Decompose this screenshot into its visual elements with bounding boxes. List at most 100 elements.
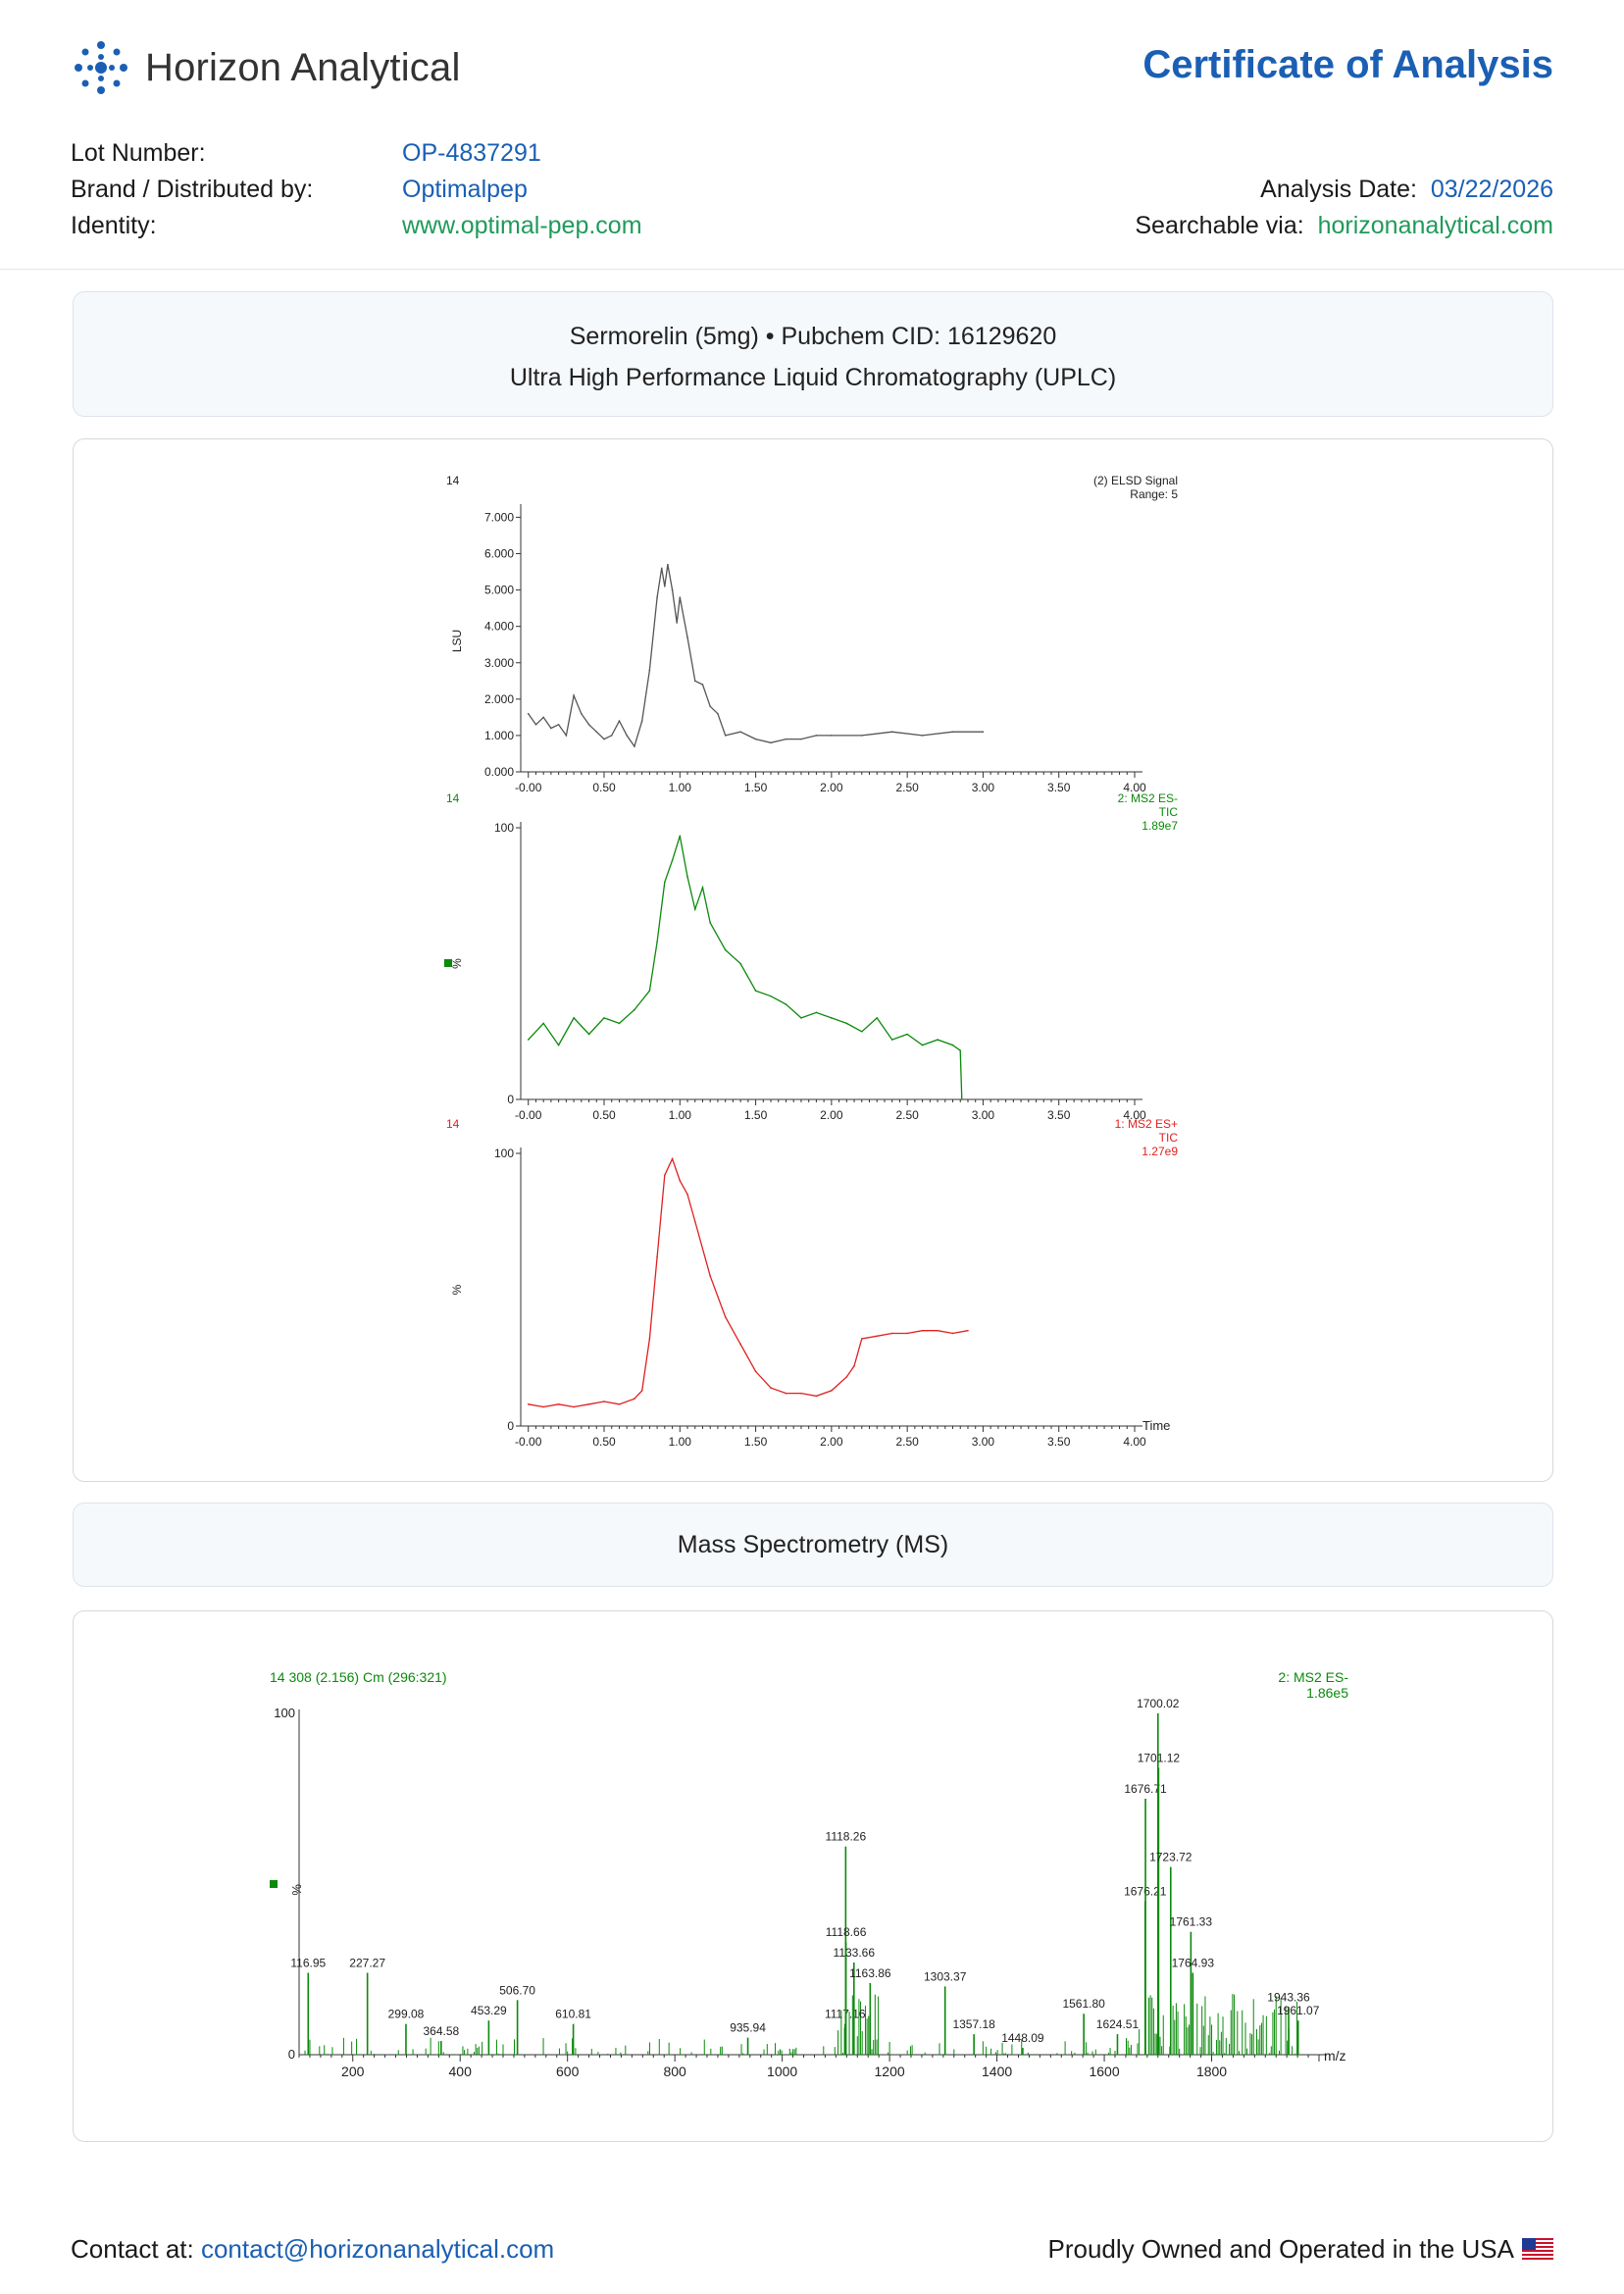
trace-point xyxy=(603,1401,605,1402)
x-tick-label: 2.00 xyxy=(820,1435,843,1449)
x-tick-label: 3.50 xyxy=(1047,781,1071,794)
trace-point xyxy=(800,738,802,740)
legend-label: 1: MS2 ES+ xyxy=(1115,1117,1178,1131)
contact-label: Contact at: xyxy=(71,2234,194,2264)
document-header: Horizon Analytical Certificate of Analys… xyxy=(0,0,1624,270)
peak-label: 1303.37 xyxy=(924,1969,967,1983)
search-label: Searchable via: xyxy=(1135,212,1304,239)
trace-point xyxy=(770,1387,772,1389)
trace-point xyxy=(648,669,651,671)
x-tick-label: 1.50 xyxy=(744,1435,768,1449)
trace-point xyxy=(686,1193,688,1196)
document-title: Certificate of Analysis xyxy=(1142,43,1553,86)
x-tick-label: 2.00 xyxy=(820,1108,843,1122)
trace-point xyxy=(634,1008,635,1011)
peak-label: 1118.66 xyxy=(826,1925,867,1939)
y-axis-label: LSU xyxy=(450,630,464,652)
contact-info: Contact at: contact@horizonanalytical.co… xyxy=(71,2234,554,2265)
trace-point xyxy=(921,1044,924,1046)
ms-title-panel: Mass Spectrometry (MS) xyxy=(73,1503,1553,1587)
brand-value: Optimalpep xyxy=(402,176,528,203)
x-axis-label: m/z xyxy=(1324,2048,1346,2064)
legend-label: Range: 5 xyxy=(1130,487,1178,501)
trace-point xyxy=(701,887,704,889)
x-tick-label: 800 xyxy=(663,2064,686,2079)
trace-point xyxy=(754,990,757,992)
analysis-meta: Analysis Date: 03/22/2026 Searchable via… xyxy=(1135,172,1553,244)
trace-point xyxy=(557,723,560,726)
method-line: Ultra High Performance Liquid Chromatogr… xyxy=(509,364,1117,391)
trace-point xyxy=(664,881,666,884)
x-axis-label: Time xyxy=(1142,1418,1170,1433)
trace-point xyxy=(595,731,598,734)
peak-label: 1676.71 xyxy=(1124,1782,1167,1796)
x-tick-label: 4.00 xyxy=(1123,781,1146,794)
trace-point xyxy=(853,1365,855,1367)
trace-point xyxy=(800,1017,802,1019)
y-tick-label: 100 xyxy=(494,1147,514,1160)
trace-point xyxy=(656,941,658,943)
x-tick-label: 3.00 xyxy=(972,1435,995,1449)
y-tick-label: 0 xyxy=(507,1419,514,1433)
trace-point xyxy=(860,1338,863,1340)
trace-point xyxy=(573,1405,575,1408)
x-tick-label: 0.50 xyxy=(592,781,616,794)
peak-label: 1357.18 xyxy=(952,2017,995,2031)
x-tick-label: -0.00 xyxy=(515,1108,542,1122)
peak-label: 1961.07 xyxy=(1277,2004,1320,2017)
x-tick-label: 3.00 xyxy=(972,1108,995,1122)
trace-point xyxy=(581,712,583,715)
trace-point xyxy=(664,586,666,587)
x-tick-label: -0.00 xyxy=(515,781,542,794)
peak-label: 610.81 xyxy=(555,2008,591,2021)
lot-value: OP-4837291 xyxy=(402,139,541,167)
trace-id: 14 xyxy=(446,791,460,805)
series-marker-icon xyxy=(444,959,452,967)
trace-line xyxy=(528,836,963,1100)
trace-point xyxy=(770,994,772,997)
trace-point xyxy=(937,1329,939,1332)
trace-id: 14 xyxy=(446,1117,460,1131)
trace-point xyxy=(565,735,568,737)
peak-label: 116.95 xyxy=(290,1956,326,1969)
trace-point xyxy=(785,1392,787,1395)
trace-point xyxy=(906,1033,908,1036)
lot-label: Lot Number: xyxy=(71,139,206,167)
x-tick-label: 1.50 xyxy=(744,781,768,794)
trace-point xyxy=(693,908,696,910)
x-tick-label: 3.50 xyxy=(1047,1108,1071,1122)
trace-point xyxy=(921,1329,924,1332)
trace-point xyxy=(527,712,530,715)
legend-label: 1.27e9 xyxy=(1142,1145,1178,1158)
legend-label: TIC xyxy=(1159,1131,1179,1145)
identity-link[interactable]: www.optimal-pep.com xyxy=(402,212,642,239)
trace-point xyxy=(845,1022,848,1025)
ms-title: Mass Spectrometry (MS) xyxy=(677,1531,949,1558)
x-tick-label: 4.00 xyxy=(1123,1435,1146,1449)
y-axis-label: % xyxy=(450,958,464,969)
trace-point xyxy=(937,1039,939,1041)
trace-point xyxy=(845,1376,848,1378)
x-tick-label: 1.50 xyxy=(744,1108,768,1122)
trace-point xyxy=(679,596,682,598)
contact-email-link[interactable]: contact@horizonanalytical.com xyxy=(200,2234,555,2264)
trace-point xyxy=(603,1017,605,1019)
peak-label: 453.29 xyxy=(471,2004,507,2017)
y-axis-label: % xyxy=(289,1884,304,1896)
trace-point xyxy=(724,948,727,951)
compound-line: Sermorelin (5mg) • Pubchem CID: 16129620 xyxy=(569,323,1057,350)
trace-point xyxy=(587,1402,590,1405)
trace-point xyxy=(693,1220,696,1223)
peak-label: 1943.36 xyxy=(1267,1990,1310,2004)
peak-label: 227.27 xyxy=(349,1956,385,1969)
trace-point xyxy=(557,1402,560,1405)
brand-name: Horizon Analytical xyxy=(145,45,461,89)
search-link[interactable]: horizonanalytical.com xyxy=(1317,212,1553,239)
trace-point xyxy=(634,745,635,747)
trace-point xyxy=(671,588,674,591)
trace-point xyxy=(542,1405,544,1408)
trace-point xyxy=(831,1017,833,1019)
brand-logo: Horizon Analytical xyxy=(71,35,461,100)
chrom-panel-tic_pos: -0.00 0.50 1.00 1.50 2.00 2.50 3.00 3.50 4.00 0 10… xyxy=(446,1117,1178,1449)
trace-point xyxy=(960,1098,963,1100)
